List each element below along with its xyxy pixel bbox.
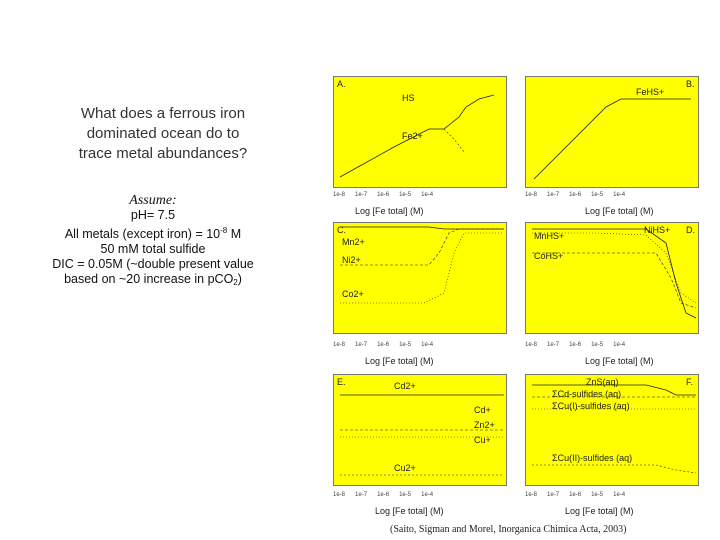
xticks-e: 1e-8 1e-7 1e-6 1e-5 1e-4 [333,492,505,498]
panel-a-label-hs: HS [402,93,415,103]
panel-e-label-cu2: Cu2+ [394,463,416,473]
xticks-b: 1e-8 1e-7 1e-6 1e-5 1e-4 [525,192,697,198]
panel-f-label-cuii: ΣCu(II)-sulfides (aq) [552,453,633,463]
xticks-f: 1e-8 1e-7 1e-6 1e-5 1e-4 [525,492,697,498]
question-text: What does a ferrous iron dominated ocean… [48,104,278,164]
panel-b-label-fehs: FeHS+ [636,87,665,97]
panel-f: F. ZnS(aq) ΣCd-sulfides (aq) ΣCu(I)-sulf… [525,374,699,486]
xtick-c-1: 1e-7 [355,342,368,348]
xtick-c-4: 1e-4 [421,342,434,348]
xtick-b-3: 1e-5 [591,192,604,198]
xaxis-title-d: Log [Fe total] (M) [585,356,654,366]
question-line-1: What does a ferrous iron [80,105,246,122]
panel-e-label-cu: Cu+ [474,435,491,445]
panel-b-letter: B. [686,79,695,89]
panel-e-label-cd: Cd+ [474,405,491,415]
panel-c-letter: C. [337,225,346,235]
assumption-basis-text: based on ~20 increase in pCO [64,272,234,286]
assumption-sulfide: 50 mM total sulfide [100,242,206,256]
xtick-c-2: 1e-6 [377,342,390,348]
xtick-d-1: 1e-7 [547,342,560,348]
assumption-metals-exp: -8 [220,226,228,235]
assumption-dic: DIC = 0.05M (~double present value [52,257,254,271]
panel-a-letter: A. [337,79,346,89]
xtick-e-0: 1e-8 [333,492,346,498]
xaxis-title-f: Log [Fe total] (M) [565,506,634,516]
panel-e-letter: E. [337,377,346,387]
panel-f-label-cd: ΣCd-sulfides (aq) [552,389,622,399]
xtick-b-1: 1e-7 [547,192,560,198]
xaxis-title-e: Log [Fe total] (M) [375,506,444,516]
assumption-metals-text: All metals (except iron) = 10 [64,227,221,241]
panel-e-plot [340,394,504,476]
xtick-f-0: 1e-8 [525,492,538,498]
panel-f-plot [532,384,697,474]
panel-d: D. MnHS+ NiHS+ CoHS+ [525,222,699,334]
citation: (Saito, Sigman and Morel, Inorganica Chi… [390,524,627,535]
panel-c-plot [340,226,504,304]
xtick-a-2: 1e-6 [377,192,390,198]
xticks-d: 1e-8 1e-7 1e-6 1e-5 1e-4 [525,342,697,348]
xtick-d-2: 1e-6 [569,342,582,348]
panel-f-letter: F. [686,377,694,387]
panel-c-label-ni: Ni2+ [342,255,361,265]
panel-d-label-mnhs: MnHS+ [534,231,565,241]
xticks-a: 1e-8 1e-7 1e-6 1e-5 1e-4 [333,192,505,198]
xtick-e-1: 1e-7 [355,492,368,498]
assumption-metals: All metals (except iron) = 10-8 M [28,223,278,242]
xtick-f-3: 1e-5 [591,492,604,498]
panel-c-label-co: Co2+ [342,289,364,299]
xtick-c-0: 1e-8 [333,342,346,348]
xtick-c-3: 1e-5 [399,342,412,348]
panel-a: A. HS Fe2+ [333,76,507,188]
panel-b-plot [533,98,691,180]
xtick-e-3: 1e-5 [399,492,412,498]
xtick-a-3: 1e-5 [399,192,412,198]
panel-d-label-nihs: NiHS+ [644,225,671,235]
xaxis-title-c: Log [Fe total] (M) [365,356,434,366]
xtick-f-2: 1e-6 [569,492,582,498]
xaxis-title-a: Log [Fe total] (M) [355,206,424,216]
assumption-basis-close: ) [237,272,242,286]
panel-f-label-cui: ΣCu(I)-sulfides (aq) [552,401,630,411]
question-line-2: dominated ocean do to [86,125,240,142]
xtick-f-1: 1e-7 [547,492,560,498]
assumption-basis: based on ~20 increase in pCO2) [28,272,278,290]
xtick-e-2: 1e-6 [377,492,390,498]
panel-a-plot [339,94,495,178]
xticks-c: 1e-8 1e-7 1e-6 1e-5 1e-4 [333,342,505,348]
speciation-figure: A. HS Fe2+ B. FeHS+ C. Mn2+ Ni2+ Co2+ D.… [285,70,715,520]
panel-b: B. FeHS+ [525,76,699,188]
xtick-d-0: 1e-8 [525,342,538,348]
xtick-a-4: 1e-4 [421,192,434,198]
panel-c: C. Mn2+ Ni2+ Co2+ [333,222,507,334]
xtick-a-0: 1e-8 [333,192,346,198]
assumptions-title: Assume: [129,193,177,208]
xtick-e-4: 1e-4 [421,492,434,498]
assumption-ph: pH= 7.5 [130,208,176,222]
xtick-d-3: 1e-5 [591,342,604,348]
xtick-b-4: 1e-4 [613,192,626,198]
panel-f-label-zns: ZnS(aq) [586,377,619,387]
xtick-b-2: 1e-6 [569,192,582,198]
panel-d-label-cohs: CoHS+ [534,251,564,261]
xtick-f-4: 1e-4 [613,492,626,498]
assumptions-block: Assume: pH= 7.5 All metals (except iron)… [28,193,278,290]
xaxis-title-b: Log [Fe total] (M) [585,206,654,216]
panel-e-label-cd2: Cd2+ [394,381,416,391]
question-line-3: trace metal abundances? [78,145,248,162]
assumption-metals-unit: M [227,227,242,241]
assumption-basis-sub: 2 [233,278,238,287]
panel-e: E. Cd2+ Cd+ Zn2+ Cu+ Cu2+ [333,374,507,486]
panel-d-letter: D. [686,225,695,235]
panel-a-label-fe: Fe2+ [402,131,423,141]
panel-e-label-zn: Zn2+ [474,420,495,430]
panel-c-label-mn: Mn2+ [342,237,365,247]
panel-d-plot [532,228,697,319]
xtick-d-4: 1e-4 [613,342,626,348]
xtick-a-1: 1e-7 [355,192,368,198]
xtick-b-0: 1e-8 [525,192,538,198]
